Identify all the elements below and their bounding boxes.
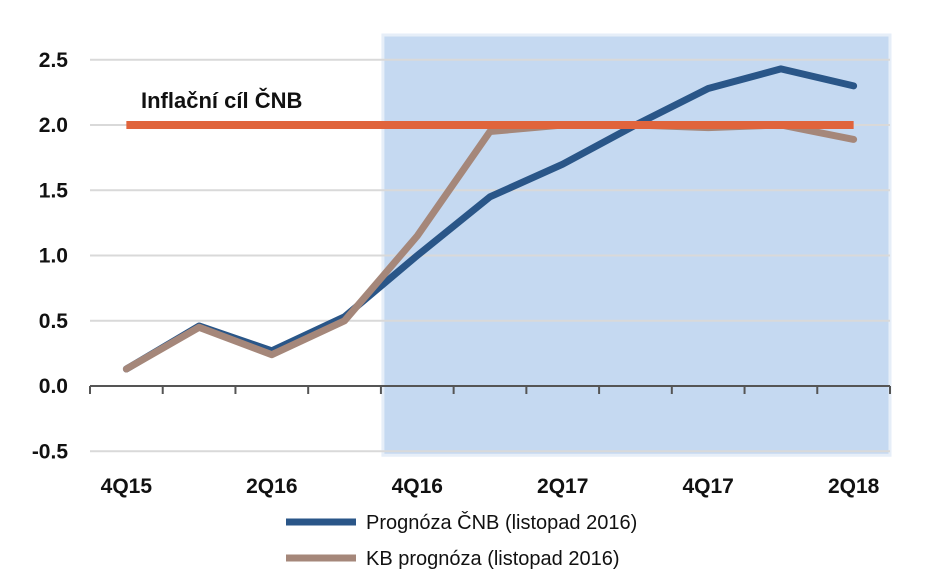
x-tick-label: 4Q16 <box>392 475 443 498</box>
target-annotation: Inflační cíl ČNB <box>141 88 302 113</box>
y-axis-ticks: -0.5 0.0 0.5 1.0 1.5 2.0 2.5 <box>32 49 69 464</box>
y-tick-label: 2.5 <box>39 49 69 72</box>
legend-label: Prognóza ČNB (listopad 2016) <box>366 511 637 534</box>
y-tick-label: -0.5 <box>32 440 69 463</box>
x-axis-tickmarks <box>89 386 891 394</box>
x-tick-label: 2Q16 <box>246 475 297 498</box>
y-tick-label: 1.5 <box>39 179 69 202</box>
x-axis-ticks: 4Q15 2Q16 4Q16 2Q17 4Q17 2Q18 <box>101 475 880 498</box>
y-tick-label: 0.0 <box>39 375 68 398</box>
forecast-region <box>381 33 892 457</box>
x-tick-label: 2Q17 <box>537 475 588 498</box>
legend: Prognóza ČNB (listopad 2016) KB prognóza … <box>286 511 637 570</box>
y-tick-label: 2.0 <box>39 114 68 137</box>
legend-label: KB prognóza (listopad 2016) <box>366 548 620 570</box>
y-tick-label: 1.0 <box>39 245 68 268</box>
x-tick-label: 2Q18 <box>828 475 880 498</box>
x-tick-label: 4Q15 <box>101 475 153 498</box>
x-tick-label: 4Q17 <box>682 475 733 498</box>
y-tick-label: 0.5 <box>39 310 69 333</box>
